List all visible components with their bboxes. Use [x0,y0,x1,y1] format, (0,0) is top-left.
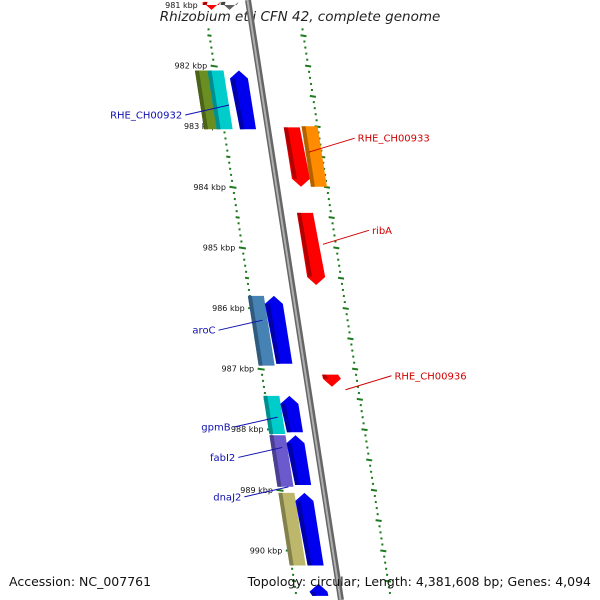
tick-label-981: 981 kbp [165,1,198,10]
tick-right [323,185,331,189]
gene-label-fabi2[interactable]: fabI2 [210,453,235,464]
tick-left [257,367,265,371]
tick-right [351,367,359,371]
tick-label-989: 989 kbp [240,486,273,495]
label-leader-rhe-ch00936 [345,375,392,391]
gene-feature-shade [202,1,208,5]
tick-left [235,216,240,219]
gene-feature-shade [263,395,274,435]
gene-feature-shade [301,126,315,187]
tick-label-987: 987 kbp [222,365,255,374]
gene-feature-shade [265,303,281,364]
tick-left [207,34,212,37]
tick-label-988: 988 kbp [231,425,264,434]
tick-right [337,276,345,280]
tick-left [210,64,218,68]
gene-feature[interactable] [286,435,312,485]
gene-label-aroc[interactable]: aroC [192,326,215,337]
tick-left [238,246,247,250]
gene-feature-shade [278,492,294,566]
gene-feature-shade [322,374,328,379]
label-leader-riba [322,229,370,245]
gene-label-rhe-ch00936[interactable]: RHE_CH00936 [394,371,466,382]
label-leader-rhe-ch00933 [308,137,355,153]
gene-feature-shade [194,70,209,130]
label-leader-aroc [218,319,263,331]
tick-label-985: 985 kbp [203,243,236,252]
tick-right [347,337,354,341]
gene-feature-shade [283,127,297,179]
gene-label-gpmb[interactable]: gpmB [201,423,230,434]
gene-feature-shade [230,78,245,130]
tick-left [229,185,237,189]
gene-feature-shade [296,500,312,566]
gene-feature[interactable] [264,295,293,364]
tick-right [380,549,387,553]
tick-right [300,34,307,38]
gene-feature[interactable] [207,70,233,130]
gene-feature-shade [247,295,263,366]
tick-label-982: 982 kbp [175,62,208,71]
backbone-highlight [246,0,342,600]
tick-right [366,458,373,462]
tick-right [370,488,378,492]
tick-right [375,519,382,523]
tick-right [342,307,349,310]
gene-feature[interactable] [202,1,221,10]
gene-feature[interactable] [220,1,239,10]
gene-features [194,1,341,596]
gene-feature[interactable] [278,492,306,566]
gene-feature-shade [269,435,282,487]
tick-right [384,579,392,583]
topology-text: Topology: circular; Length: 4,381,608 bp… [247,574,591,589]
tick-right [328,216,335,220]
genome-title: Rhizobium etli CFN 42, complete genome [159,9,441,25]
gene-feature-shade [296,212,313,277]
tick-right [305,64,312,68]
tick-label-986: 986 kbp [212,304,245,313]
tick-label-984: 984 kbp [193,183,226,192]
tick-right [361,428,368,432]
tick-label-990: 990 kbp [250,546,283,555]
label-leader-rhe-ch00932 [185,104,230,116]
gene-feature-shade [207,70,221,130]
gene-feature-shade [220,1,226,5]
tick-right [333,246,340,250]
tick-left [291,579,297,583]
gene-feature-shade [287,443,300,485]
gene-feature[interactable] [229,70,257,130]
gene-label-rhe-ch00932[interactable]: RHE_CH00932 [110,111,182,122]
gene-feature-shade [281,403,291,433]
gene-feature-shade [310,591,317,596]
tick-left [244,276,250,280]
accession-text: Accession: NC_007761 [9,574,152,589]
gene-feature[interactable] [295,492,324,566]
backbone-axis [245,0,344,600]
tick-right [309,94,317,98]
label-leader-fabi2 [238,446,283,458]
gene-labels: RHE_CH00932 RHE_CH00933 ribA aroC RHE_CH0093… [110,104,467,503]
label-leader-dnaj2 [244,486,289,498]
gene-label-dnaj2[interactable]: dnaJ2 [213,492,241,503]
gene-label-rhe-ch00933[interactable]: RHE_CH00933 [358,134,430,145]
tick-left [276,488,284,492]
gene-label-riba[interactable]: ribA [372,226,392,237]
tick-left [226,155,231,159]
label-leader-gpmb [233,416,278,428]
tick-label-983: 983 kbp [184,122,217,131]
tick-right [356,397,363,401]
